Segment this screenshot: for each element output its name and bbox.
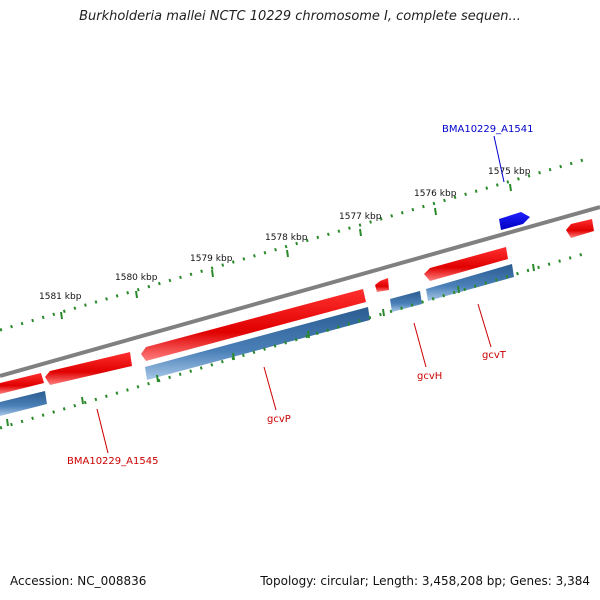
gene-label[interactable]: gcvH [417,371,442,382]
label-leader-line [493,135,505,183]
label-leader-line [263,366,277,411]
scale-tick [156,374,159,383]
topology-summary: Topology: circular; Length: 3,458,208 bp… [260,574,590,588]
scale-tick [434,207,437,216]
gene-arrow[interactable] [45,352,132,385]
scale-tick [81,396,84,405]
scale-tick [359,228,362,237]
scale-label: 1580 kbp [115,273,158,283]
cds-bar[interactable] [426,264,514,301]
scale-tick [60,311,63,320]
label-leader-line [96,408,109,454]
gene-arrow[interactable] [566,219,594,238]
scale-tick [532,263,535,272]
scale-label: 1575 kbp [488,167,531,177]
scale-tick [211,269,214,278]
gene-arrow[interactable] [424,247,508,281]
cds-bar[interactable] [390,291,422,312]
gene-label[interactable]: gcvP [267,414,291,425]
scale-tick [382,308,385,317]
scale-tick [307,330,310,339]
gene-arrow[interactable] [375,278,389,292]
outer-scale-track [0,156,591,332]
gene-label[interactable]: BMA10229_A1541 [442,124,533,135]
gene-arrow[interactable] [0,373,44,394]
scale-label: 1576 kbp [414,189,457,199]
gene-label[interactable]: gcvT [482,350,507,361]
scale-tick [457,285,460,294]
gene-arrow-blue[interactable] [499,212,530,230]
map-title: Burkholderia mallei NCTC 10229 chromosom… [79,9,521,24]
gene-label[interactable]: BMA10229_A1545 [67,456,158,467]
cds-bars [0,264,514,416]
chromosome-backbone [0,205,600,378]
scale-tick [135,290,138,299]
scale-tick [6,418,9,427]
scale-label: 1577 kbp [339,212,382,222]
scale-label: 1581 kbp [39,292,82,302]
scale-tick [509,183,512,192]
inner-scale-track [0,250,591,430]
forward-strand-genes [0,212,594,394]
cds-bar[interactable] [0,391,47,416]
scale-tick [232,352,235,361]
outer-scale-dotted-line [0,156,591,332]
label-leader-line [477,303,492,348]
label-leader-line [413,322,427,368]
gene-arrow[interactable] [141,289,366,361]
scale-label: 1578 kbp [265,233,308,243]
cds-bar[interactable] [145,307,370,380]
scale-tick [286,249,289,258]
scale-label: 1579 kbp [190,254,233,264]
accession-text: Accession: NC_008836 [10,574,147,588]
